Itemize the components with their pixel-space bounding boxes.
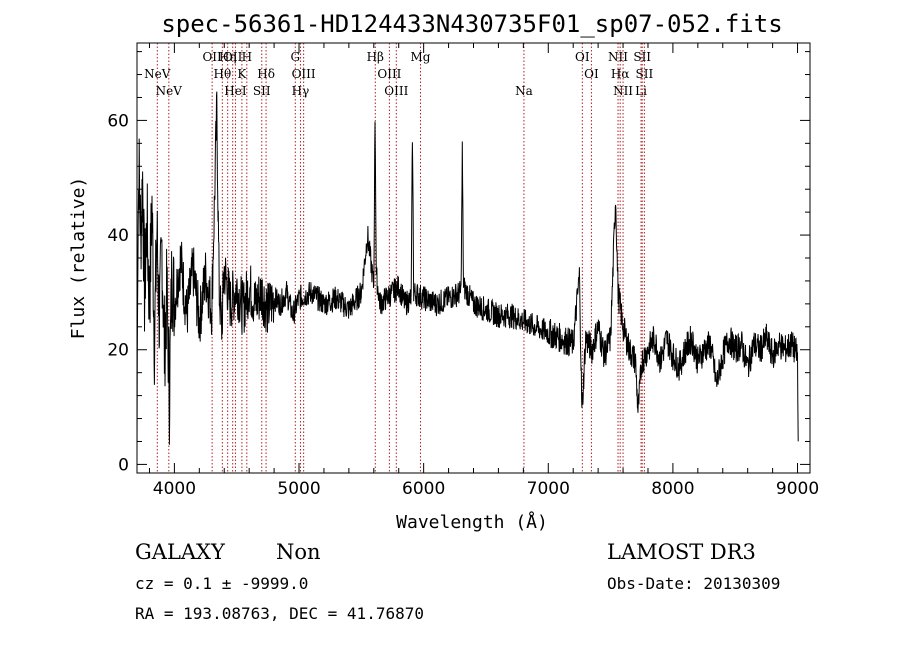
plot-frame <box>136 42 811 474</box>
x-tick-label: 9000 <box>776 479 819 499</box>
emission-line-label: Hδ <box>257 67 275 81</box>
observation-date: Obs-Date: 20130309 <box>607 574 780 593</box>
emission-line-label: SII <box>253 84 271 98</box>
emission-line-label: NII <box>608 50 628 64</box>
emission-line-label: OIII <box>377 67 401 81</box>
emission-line-label: HeI <box>224 84 247 98</box>
emission-line-label: Li <box>635 84 647 98</box>
x-tick-label: 4000 <box>153 479 196 499</box>
survey-name: LAMOST DR3 <box>607 540 756 564</box>
emission-line-label: Hβ <box>367 50 384 64</box>
emission-line-label: NeV <box>156 84 183 98</box>
emission-line-label: Hη <box>219 50 237 64</box>
y-tick-label: 20 <box>107 341 129 361</box>
emission-line-label: OI <box>584 67 599 81</box>
y-tick-label: 60 <box>107 111 129 131</box>
emission-line-label: SII <box>636 67 654 81</box>
emission-line-label: Hθ <box>213 67 231 81</box>
x-tick-labels: 4000 5000 6000 7000 8000 9000 <box>153 479 819 499</box>
emission-line-label: OIII <box>384 84 408 98</box>
chart-title: spec-56361-HD124433N430735F01_sp07-052.f… <box>161 10 782 38</box>
emission-line-label: OII <box>202 50 222 64</box>
emission-line-label: Mg <box>410 50 430 64</box>
emission-line-label: NII <box>613 84 633 98</box>
emission-line-label: SII <box>633 50 651 64</box>
redshift-cz: cz = 0.1 ± -9999.0 <box>135 574 308 593</box>
emission-line-label: H <box>242 50 252 64</box>
emission-lines <box>156 43 645 473</box>
emission-line-label: Hα <box>611 67 630 81</box>
object-class: GALAXY <box>135 540 226 564</box>
x-axis-label: Wavelength (Å) <box>396 511 548 533</box>
emission-line-label: K <box>237 67 247 81</box>
y-tick-labels: 0 20 40 60 <box>107 111 129 475</box>
x-tick-label: 7000 <box>527 479 570 499</box>
emission-line-label: OI <box>575 50 590 64</box>
spectrum-line <box>136 91 799 454</box>
x-tick-label: 5000 <box>277 479 320 499</box>
emission-line-label: Hγ <box>292 84 310 98</box>
y-tick-label: 40 <box>107 226 129 246</box>
object-subclass: Non <box>276 540 321 564</box>
emission-line-label: NeV <box>144 67 171 81</box>
emission-line-label: OIII <box>292 67 316 81</box>
axis-ticks <box>137 43 810 473</box>
emission-line-label: Na <box>515 84 533 98</box>
y-tick-label: 0 <box>118 455 129 475</box>
ra-dec-coordinates: RA = 193.08763, DEC = 41.76870 <box>135 604 424 623</box>
x-tick-label: 8000 <box>651 479 694 499</box>
x-tick-label: 6000 <box>402 479 445 499</box>
emission-line-label: OII <box>223 50 243 64</box>
y-axis-label: Flux (relative) <box>68 177 89 340</box>
emission-line-label: G <box>290 50 300 64</box>
